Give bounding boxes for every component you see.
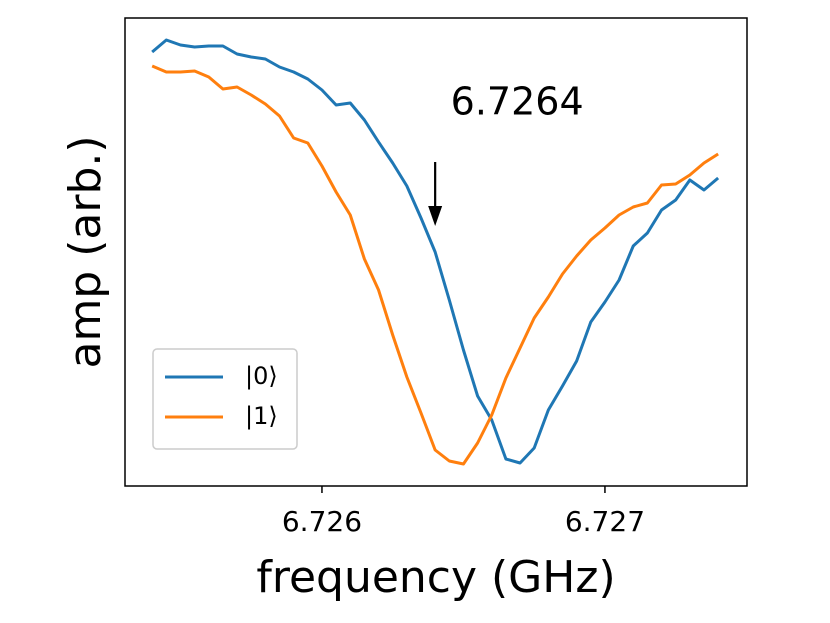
annotation-text: 6.7264	[451, 80, 584, 124]
plot-frame	[124, 17, 748, 487]
legend-box	[152, 348, 298, 450]
series-line	[151, 64, 719, 466]
annotation-arrowhead	[428, 206, 443, 226]
y-axis-label: amp (arb.)	[60, 135, 111, 368]
legend-label: |0⟩	[245, 362, 278, 390]
series-line	[151, 38, 720, 465]
x-axis-label: frequency (GHz)	[256, 552, 615, 603]
legend-label: |1⟩	[245, 402, 278, 430]
x-tick-label: 6.727	[565, 505, 645, 538]
x-tick-label: 6.726	[282, 505, 362, 538]
